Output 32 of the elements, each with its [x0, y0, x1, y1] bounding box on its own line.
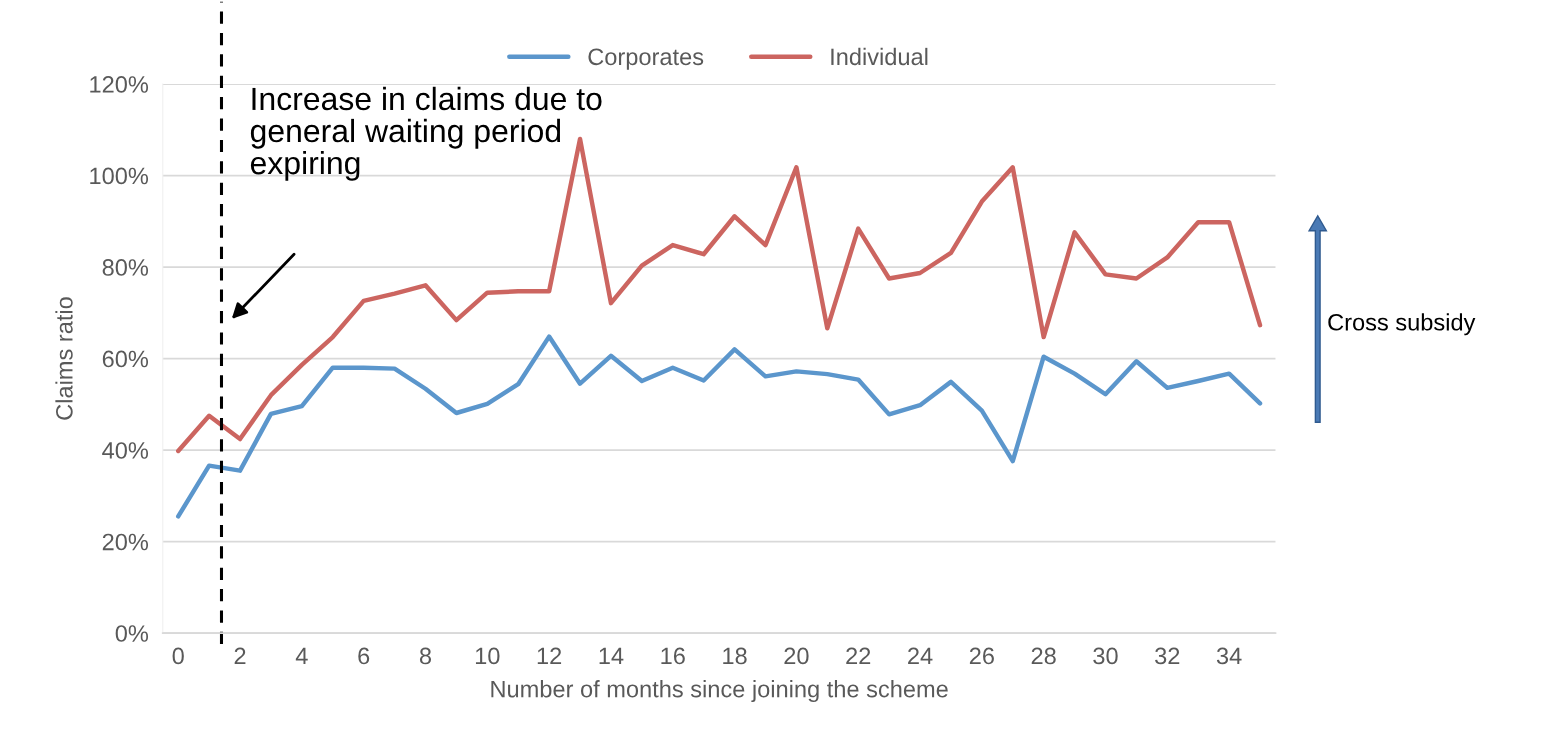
- y-axis-title: Claims ratio: [55, 297, 73, 420]
- legend-label: Corporates: [588, 48, 704, 70]
- x-tick-label: 2: [234, 647, 246, 665]
- line-series: [175, 334, 1263, 519]
- x-tick-label: 4: [295, 647, 308, 665]
- y-tick-label: 0%: [115, 625, 149, 642]
- y-tick-label: 40%: [102, 442, 149, 459]
- annotation: Increase in claims due to general waiting period expiring: [250, 86, 602, 181]
- x-axis-title: Number of months since joining the scheme: [491, 680, 948, 703]
- x-tick-label: 0: [172, 647, 184, 665]
- x-tick-label: 24: [908, 647, 933, 665]
- x-tick-label: 22: [846, 647, 871, 665]
- legend-label: Individual: [831, 47, 928, 66]
- y-tick-label: 100%: [90, 167, 149, 185]
- y-tick-label: 80%: [102, 259, 149, 276]
- x-tick-label: 34: [1216, 647, 1242, 665]
- x-tick-label: 8: [419, 647, 432, 665]
- y-tick-label: 60%: [102, 350, 149, 368]
- x-tick-label: 18: [723, 647, 747, 665]
- x-tick-label: 14: [599, 647, 624, 665]
- x-tick-label: 16: [661, 647, 685, 665]
- x-tick-label: 30: [1093, 647, 1118, 665]
- text: Cross subsidy: [1328, 313, 1476, 336]
- x-tick-label: 12: [537, 647, 562, 665]
- x-tick-label: 6: [358, 647, 370, 665]
- x-tick-label: 28: [1031, 647, 1056, 665]
- y-tick-label: 120%: [90, 76, 149, 93]
- x-tick-label: 10: [475, 647, 500, 665]
- y-tick-label: 20%: [102, 533, 149, 551]
- x-tick-label: 32: [1155, 647, 1180, 665]
- x-tick-label: 20: [784, 647, 809, 665]
- x-tick-label: 26: [969, 647, 994, 665]
